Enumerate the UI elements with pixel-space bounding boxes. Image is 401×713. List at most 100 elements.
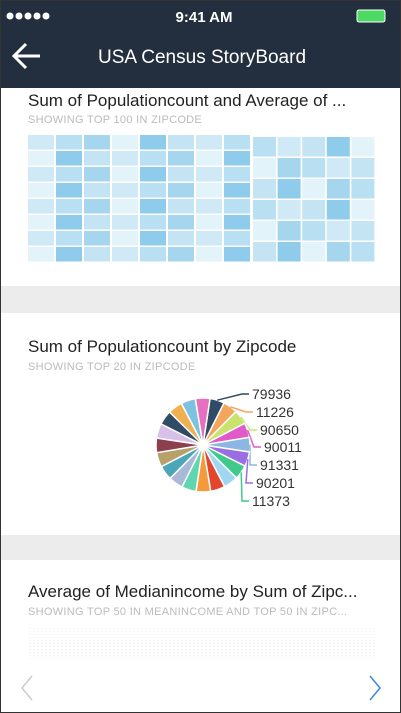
treemap-cell — [112, 215, 138, 230]
treemap-cell — [196, 231, 222, 246]
treemap-cell — [112, 151, 138, 166]
treemap-cell — [196, 135, 222, 150]
treemap-cell — [253, 242, 276, 262]
treemap-cell — [302, 179, 326, 199]
scatter-preview — [29, 628, 375, 660]
treemap-cell — [168, 167, 194, 182]
card-title: Sum of Populationcount by Zipcode — [28, 337, 296, 356]
treemap-cell — [168, 247, 194, 262]
slice-label: 11226 — [256, 404, 294, 420]
treemap-cell — [28, 199, 54, 214]
card-subtitle: SHOWING TOP 100 IN ZIPCODE — [28, 114, 202, 126]
back-button[interactable] — [11, 42, 40, 70]
next-button[interactable] — [369, 675, 381, 701]
treemap-cell — [112, 199, 138, 214]
treemap-cell — [196, 199, 222, 214]
treemap-cell — [84, 231, 110, 246]
treemap-cell — [56, 135, 82, 150]
treemap-cell — [326, 221, 350, 241]
leader-line — [240, 416, 257, 431]
treemap-cell — [253, 200, 276, 220]
treemap-cell — [56, 247, 82, 262]
treemap-cell — [28, 135, 54, 150]
treemap-cell — [302, 242, 326, 262]
treemap-cell — [196, 183, 222, 198]
treemap-cell — [112, 135, 138, 150]
treemap-cell — [56, 215, 82, 230]
slice-label: 90650 — [260, 422, 299, 438]
treemap-cell — [351, 242, 375, 262]
treemap-cell — [112, 167, 138, 182]
treemap-cell — [196, 247, 222, 262]
treemap-cell — [140, 167, 166, 182]
treemap-cell — [224, 231, 250, 246]
treemap-cell — [28, 215, 54, 230]
treemap-cell — [28, 247, 54, 262]
status-time: 9:41 AM — [176, 9, 233, 26]
treemap-cell — [140, 215, 166, 230]
treemap-cell — [56, 199, 82, 214]
treemap-cell — [168, 151, 194, 166]
treemap-cell — [326, 179, 350, 199]
treemap-cell — [112, 183, 138, 198]
treemap-cell — [326, 158, 350, 178]
treemap-cell — [302, 221, 326, 241]
pie-slice — [194, 397, 211, 446]
treemap-cell — [56, 183, 82, 198]
leader-line — [230, 406, 253, 413]
treemap-cell — [351, 158, 375, 178]
treemap-cell — [140, 135, 166, 150]
leader-line — [240, 472, 249, 502]
treemap-cell — [277, 158, 301, 178]
treemap-cell — [140, 231, 166, 246]
treemap-cell — [112, 231, 138, 246]
treemap-cell — [168, 135, 194, 150]
treemap-cell — [84, 215, 110, 230]
treemap-cell — [351, 137, 375, 157]
treemap-cell — [224, 247, 250, 262]
treemap-cell — [84, 247, 110, 262]
treemap-cell — [56, 151, 82, 166]
treemap-cell — [140, 247, 166, 262]
battery — [356, 9, 386, 23]
treemap-cell — [277, 221, 301, 241]
treemap-cell — [84, 135, 110, 150]
treemap-cell — [224, 215, 250, 230]
treemap-cell — [84, 183, 110, 198]
treemap-cell — [140, 183, 166, 198]
signal-dots — [6, 12, 50, 20]
card-subtitle: SHOWING TOP 50 IN MEANINCOME AND TOP 50 … — [28, 606, 347, 618]
treemap-cell — [253, 221, 276, 241]
treemap-cell — [224, 199, 250, 214]
slice-label: 90201 — [256, 475, 295, 491]
treemap-cell — [277, 242, 301, 262]
slice-label: 11373 — [252, 493, 290, 509]
treemap-cell — [224, 167, 250, 182]
leader-line — [245, 459, 253, 484]
treemap-cell — [28, 167, 54, 182]
treemap-cell — [351, 200, 375, 220]
slice-label: 79936 — [252, 386, 291, 402]
card-subtitle: SHOWING TOP 20 IN ZIPCODE — [28, 361, 196, 373]
leader-line — [246, 429, 261, 448]
leader-line — [217, 393, 249, 401]
card[interactable] — [0, 560, 401, 713]
treemap-cell — [302, 137, 326, 157]
treemap-cell — [253, 137, 276, 157]
treemap-cell — [168, 215, 194, 230]
treemap-cell — [302, 200, 326, 220]
treemap-cell — [253, 158, 276, 178]
treemap-cell — [196, 215, 222, 230]
card-title: Average of Medianincome by Sum of Zipc..… — [28, 582, 357, 601]
treemap-cell — [56, 167, 82, 182]
treemap-cell — [56, 231, 82, 246]
treemap-cell — [351, 179, 375, 199]
treemap-cell — [224, 183, 250, 198]
treemap-cell — [168, 183, 194, 198]
treemap-cell — [112, 247, 138, 262]
treemap-cell — [224, 151, 250, 166]
prev-button[interactable] — [21, 675, 33, 701]
treemap-cell — [140, 151, 166, 166]
slice-label: 91331 — [260, 457, 299, 473]
